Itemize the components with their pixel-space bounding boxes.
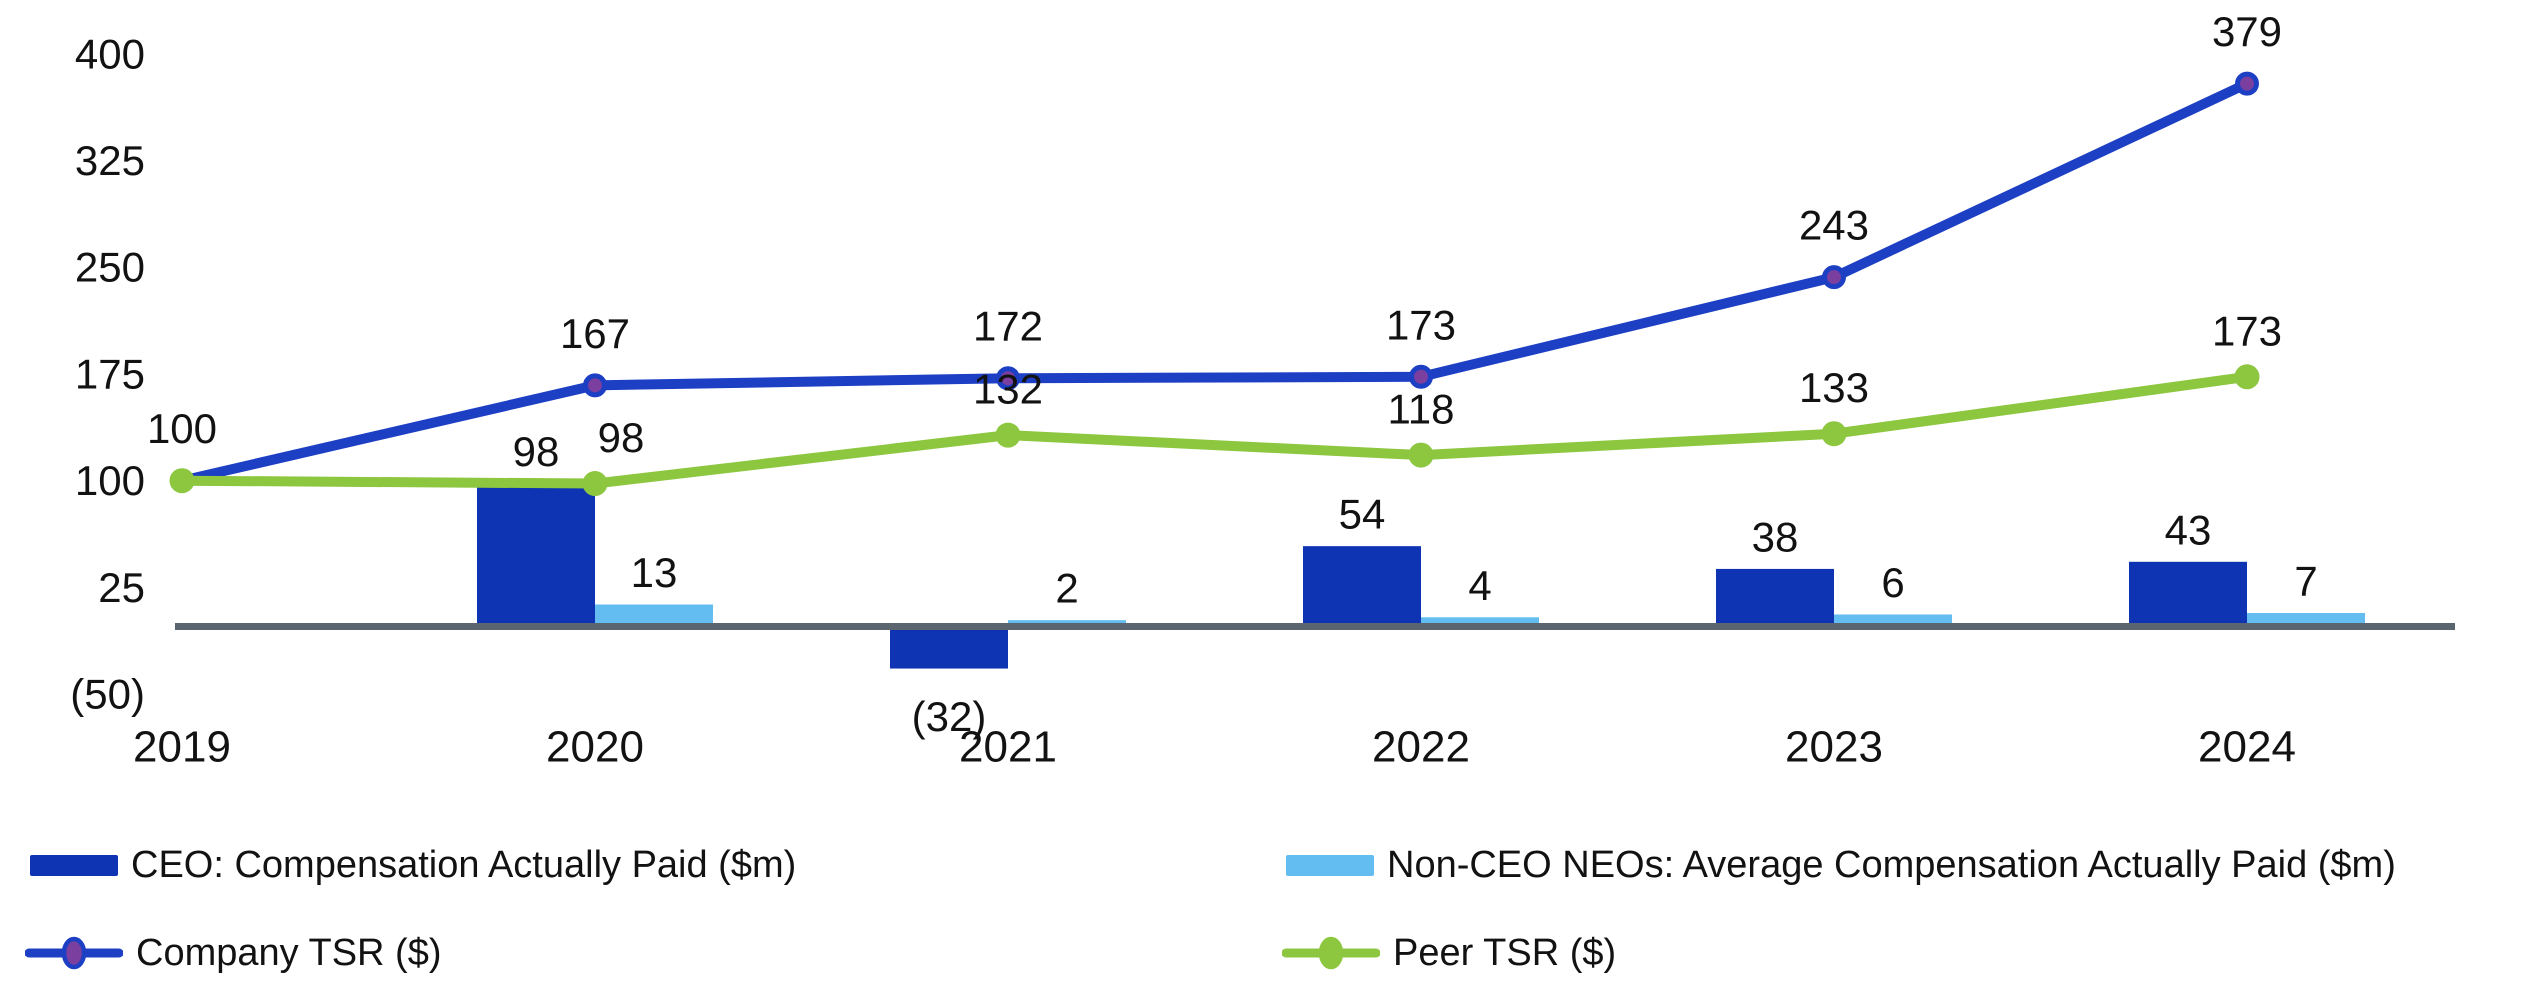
bar-label-ceo-2023: 38 bbox=[1752, 513, 1799, 560]
line-label-peer-tsr-2021: 132 bbox=[973, 366, 1043, 413]
marker-peer-tsr-2022 bbox=[1408, 442, 1434, 468]
bar-ceo-2021 bbox=[890, 623, 1008, 669]
line-label-company-tsr-2020: 167 bbox=[560, 310, 630, 357]
bar-nonceo-2022 bbox=[1421, 617, 1539, 623]
bar-label-nonceo-2022: 4 bbox=[1468, 562, 1491, 609]
bar-label-nonceo-2020: 13 bbox=[631, 549, 678, 596]
x-axis-label-2021: 2021 bbox=[959, 723, 1057, 772]
marker-company-tsr-2023 bbox=[1822, 265, 1846, 290]
marker-company-tsr-2020 bbox=[583, 373, 607, 398]
marker-peer-tsr-2024 bbox=[2234, 364, 2260, 390]
bar-nonceo-2021 bbox=[1008, 620, 1126, 623]
bar-ceo-2024 bbox=[2129, 561, 2247, 623]
marker-peer-tsr-2021 bbox=[995, 422, 1021, 448]
marker-company-tsr-2021 bbox=[996, 366, 1020, 391]
line-label-company-tsr-2023: 243 bbox=[1799, 202, 1869, 249]
y-axis-label-325: 325 bbox=[75, 137, 145, 184]
bar-label-nonceo-2024: 7 bbox=[2294, 558, 2317, 605]
y-axis-label-(50): (50) bbox=[70, 671, 145, 718]
bar-label-nonceo-2023: 6 bbox=[1881, 559, 1904, 606]
y-axis-label-250: 250 bbox=[75, 244, 145, 291]
x-axis-label-2023: 2023 bbox=[1785, 723, 1883, 772]
x-axis-label-2022: 2022 bbox=[1372, 723, 1470, 772]
bar-ceo-2022 bbox=[1303, 546, 1421, 623]
bar-nonceo-2020 bbox=[595, 604, 713, 623]
line-label-peer-tsr-2024: 173 bbox=[2212, 307, 2282, 354]
line-label-company-tsr-2022: 173 bbox=[1386, 301, 1456, 348]
bar-ceo-2023 bbox=[1716, 568, 1834, 623]
line-label-company-tsr-2019: 100 bbox=[147, 405, 217, 452]
line-peer-tsr bbox=[177, 371, 2252, 489]
marker-peer-tsr-2023 bbox=[1821, 421, 1847, 447]
x-axis-label-2024: 2024 bbox=[2198, 723, 2296, 772]
marker-company-tsr-2022 bbox=[1409, 364, 1433, 389]
x-axis-label-2019: 2019 bbox=[133, 723, 231, 772]
bar-nonceo-2024 bbox=[2247, 613, 2365, 623]
bar-label-nonceo-2021: 2 bbox=[1055, 565, 1078, 612]
bar-label-ceo-2020: 98 bbox=[513, 428, 560, 475]
marker-peer-tsr-2019 bbox=[169, 468, 195, 494]
x-axis-line bbox=[175, 623, 2455, 630]
line-label-peer-tsr-2023: 133 bbox=[1799, 364, 1869, 411]
bar-nonceo-2023 bbox=[1834, 614, 1952, 623]
bar-label-ceo-2021: (32) bbox=[912, 693, 987, 740]
y-axis-label-100: 100 bbox=[75, 457, 145, 504]
bar-label-ceo-2024: 43 bbox=[2165, 506, 2212, 553]
line-company-tsr bbox=[177, 78, 2252, 486]
marker-company-tsr-2024 bbox=[2235, 71, 2259, 96]
line-label-company-tsr-2021: 172 bbox=[973, 303, 1043, 350]
marker-peer-tsr-2020 bbox=[582, 471, 608, 497]
line-label-peer-tsr-2020: 98 bbox=[598, 414, 645, 461]
bar-label-ceo-2022: 54 bbox=[1339, 491, 1386, 538]
y-axis-label-175: 175 bbox=[75, 350, 145, 397]
y-axis-label-400: 400 bbox=[75, 30, 145, 77]
line-label-company-tsr-2024: 379 bbox=[2212, 8, 2282, 55]
x-axis-label-2020: 2020 bbox=[546, 723, 644, 772]
bar-ceo-2020 bbox=[477, 483, 595, 623]
line-label-peer-tsr-2022: 118 bbox=[1388, 386, 1455, 433]
y-axis-label-25: 25 bbox=[98, 564, 145, 611]
